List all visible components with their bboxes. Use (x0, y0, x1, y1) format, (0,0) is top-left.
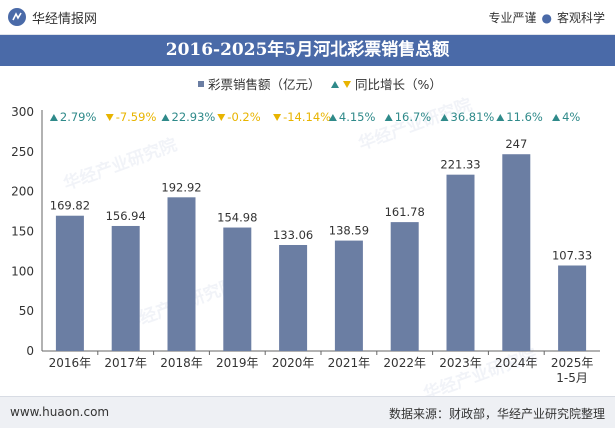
growth-rate-label: 36.81% (451, 110, 495, 124)
growth-rate-label: 4.15% (339, 110, 376, 124)
growth-up-triangle-icon (496, 114, 505, 121)
x-tick-label: 2018年 (160, 356, 203, 370)
bar (558, 265, 587, 351)
x-tick-label: 1-5月 (556, 371, 588, 385)
x-tick-label: 2021年 (328, 356, 371, 370)
bar-value-label: 192.92 (161, 180, 201, 194)
footer-url[interactable]: www.huaon.com (10, 405, 110, 419)
x-tick-label: 2019年 (216, 356, 259, 370)
y-tick-label: 250 (11, 145, 34, 159)
growth-rate-label: 4% (562, 110, 580, 124)
bar (111, 225, 140, 351)
bar-value-label: 161.78 (385, 205, 425, 219)
x-tick-label: 2023年 (439, 356, 482, 370)
y-tick-label: 100 (11, 264, 34, 278)
y-tick-label: 200 (11, 185, 34, 199)
footer-source: 数据来源：财政部，华经产业研究院整理 (388, 407, 605, 421)
bar-chart: 彩票销售额（亿元） 同比增长（%） 0 50 100 150 200 250 300 169.82… (11, 77, 600, 385)
legend-growth-label: 同比增长（%） (355, 77, 442, 92)
tagline: 专业严谨 ● 客观科学 (488, 9, 605, 26)
growth-up-triangle-icon (328, 114, 337, 121)
bar (334, 240, 363, 351)
growth-up-triangle-icon (49, 114, 58, 121)
growth-rate-label: -0.2% (227, 110, 260, 124)
tagline-separator: ● (541, 10, 552, 25)
growth-down-triangle-icon (217, 114, 226, 121)
tagline-right: 客观科学 (556, 11, 605, 25)
bar (502, 154, 531, 351)
y-tick-label: 300 (11, 105, 34, 119)
legend-down-triangle-icon (343, 81, 351, 88)
header-bar: 华经情报网 专业严谨 ● 客观科学 (0, 0, 615, 35)
bar-value-label: 247 (505, 137, 527, 151)
tagline-left: 专业严谨 (488, 11, 537, 25)
bar (223, 227, 252, 351)
chart-title: 2016-2025年5月河北彩票销售总额 (0, 35, 615, 66)
growth-up-triangle-icon (161, 114, 170, 121)
growth-rate-label: 22.93% (172, 110, 216, 124)
growth-rate-label: -7.59% (116, 110, 157, 124)
y-tick-label: 0 (26, 344, 34, 358)
x-tick-label: 2024年 (495, 356, 538, 370)
x-tick-label: 2025年 (551, 356, 594, 370)
x-tick-label: 2017年 (104, 356, 147, 370)
growth-rate-label: 11.6% (506, 110, 543, 124)
growth-rate-label: 2.79% (60, 110, 97, 124)
growth-up-triangle-icon (440, 114, 449, 121)
growth-down-triangle-icon (105, 114, 114, 121)
y-tick-label: 50 (19, 304, 34, 318)
legend-bar-swatch (198, 81, 204, 87)
legend-up-triangle-icon (331, 81, 339, 88)
huajing-logo-icon (8, 8, 26, 26)
bar (279, 244, 308, 351)
bar-value-label: 169.82 (50, 199, 90, 213)
bar (55, 215, 84, 351)
growth-up-triangle-icon (552, 114, 561, 121)
growth-up-triangle-icon (384, 114, 393, 121)
bar-value-label: 154.98 (217, 211, 257, 225)
legend-bar-label: 彩票销售额（亿元） (208, 77, 321, 92)
bar-value-label: 138.59 (329, 224, 369, 238)
bar-value-label: 133.06 (273, 228, 313, 242)
y-tick-label: 150 (11, 225, 34, 239)
bar-value-label: 221.33 (440, 158, 480, 172)
growth-rate-label: 16.7% (395, 110, 432, 124)
x-tick-label: 2020年 (272, 356, 315, 370)
bar (446, 174, 475, 351)
growth-rate-label: -14.14% (283, 110, 331, 124)
growth-down-triangle-icon (273, 114, 282, 121)
x-tick-label: 2022年 (383, 356, 426, 370)
bar-value-label: 107.33 (552, 248, 592, 262)
brand-name: 华经情报网 (32, 11, 98, 27)
x-tick-label: 2016年 (49, 356, 92, 370)
bar (390, 222, 419, 351)
footer: www.huaon.com 数据来源：财政部，华经产业研究院整理 (0, 396, 615, 428)
bar (167, 197, 196, 351)
brand[interactable]: 华经情报网 (8, 8, 98, 27)
bar-value-label: 156.94 (106, 209, 146, 223)
